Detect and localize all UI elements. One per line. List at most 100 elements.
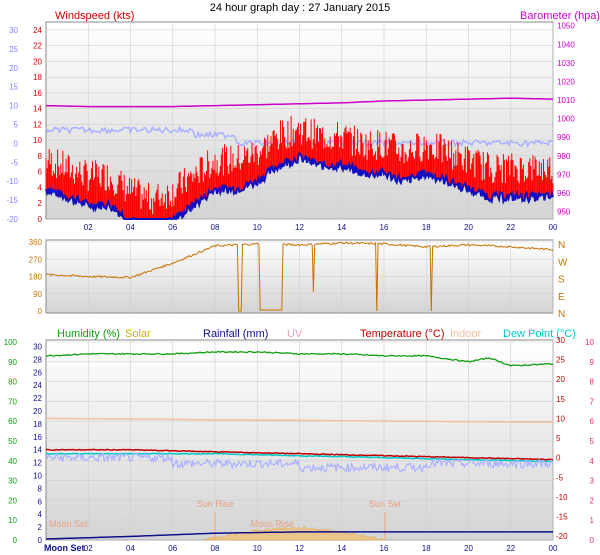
temp-tick-label: 0 — [556, 454, 561, 463]
x-tick-label: 12 — [295, 544, 304, 553]
wind-tick-label: 20 — [33, 57, 42, 66]
rain-tick-label: 0 — [38, 536, 43, 545]
humidity-tick-label: 30 — [8, 477, 17, 486]
x-tick-label: 22 — [506, 223, 515, 232]
compass-label: N — [558, 309, 565, 320]
x-tick-label: 18 — [422, 544, 431, 553]
baro-tick-label: 970 — [557, 170, 571, 179]
moonrise-label: Moon Rise — [250, 519, 293, 529]
humidity-tick-label: 50 — [8, 437, 17, 446]
wind-tick-label: 6 — [38, 168, 43, 177]
wind-tick-label: 24 — [33, 26, 42, 35]
panel2-left-axis: 360 270 180 90 0 — [29, 238, 43, 316]
rain-tick-label: 26 — [33, 368, 42, 377]
humidity-tick-label: 80 — [8, 378, 17, 387]
humidity-line — [45, 350, 554, 367]
humidity-tick-label: 40 — [8, 457, 17, 466]
compass-label: N — [558, 240, 565, 251]
temp-tick-label: 5 — [14, 121, 19, 130]
uv-tick-label: 1 — [590, 516, 595, 525]
compass-label: W — [558, 257, 568, 268]
rainfall-line — [45, 531, 553, 540]
temp-tick-label: 30 — [9, 26, 18, 35]
dir-tick-label: 90 — [33, 290, 42, 299]
rain-tick-label: 22 — [33, 394, 42, 403]
wind-tick-label: 18 — [33, 73, 42, 82]
uv-tick-label: 2 — [590, 496, 595, 505]
baro-tick-label: 980 — [557, 152, 571, 161]
solar-label: Solar — [125, 328, 151, 340]
x-tick-label: 10 — [253, 544, 262, 553]
sunset-label: Sun Set — [369, 499, 402, 509]
x-tick-label: 04 — [126, 544, 135, 553]
rain-tick-label: 14 — [33, 446, 42, 455]
dewpoint-label: Dew Point (°C) — [503, 328, 576, 340]
baro-tick-label: 1020 — [557, 77, 575, 86]
humidity-tick-label: 90 — [8, 358, 17, 367]
panel1-left-outer-axis: 30 25 20 15 10 5 0 -5 -10 -15 -20 — [6, 26, 18, 224]
moonset-axis-label: Moon Set — [44, 543, 85, 553]
indoor-line — [46, 417, 554, 424]
baro-tick-label: 990 — [557, 133, 571, 142]
compass-label: S — [558, 275, 565, 286]
direction-line — [45, 241, 554, 312]
uv-tick-label: 10 — [585, 338, 594, 347]
sunrise-label: Sun Rise — [197, 499, 234, 509]
temp-tick-label: -10 — [6, 177, 18, 186]
temp-tick-label: 10 — [556, 414, 565, 423]
wind-tick-label: 12 — [33, 120, 42, 129]
rain-tick-label: 8 — [38, 484, 43, 493]
baro-tick-label: 960 — [557, 189, 571, 198]
dir-tick-label: 0 — [38, 307, 43, 316]
baro-tick-label: 950 — [557, 208, 571, 217]
temp-tick-label: 25 — [9, 45, 18, 54]
chart-title: 24 hour graph day : 27 January 2015 — [210, 2, 390, 14]
rain-tick-label: 18 — [33, 420, 42, 429]
temp-range-noise-line — [45, 451, 554, 473]
uv-tick-label: 3 — [590, 477, 595, 486]
x-tick-label: 06 — [168, 223, 177, 232]
temp-tick-label: 5 — [556, 434, 561, 443]
temp-tick-label: 20 — [9, 64, 18, 73]
x-tick-label: 16 — [380, 223, 389, 232]
temperature-line — [45, 448, 554, 461]
temp-tick-label: 0 — [14, 139, 19, 148]
x-tick-label: 20 — [464, 544, 473, 553]
x-tick-label: 00 — [549, 544, 558, 553]
temp-tick-label: 25 — [556, 356, 565, 365]
panel1-grid — [46, 22, 554, 220]
x-tick-label: 20 — [464, 223, 473, 232]
barometer-label: Barometer (hpa) — [520, 10, 600, 22]
x-tick-label: 14 — [337, 544, 346, 553]
wind-tick-label: 0 — [38, 215, 43, 224]
dir-tick-label: 270 — [29, 255, 43, 264]
indoor-label: Indoor — [450, 328, 482, 340]
temp-tick-label: -20 — [6, 215, 18, 224]
dir-tick-label: 180 — [29, 273, 43, 282]
rain-tick-label: 24 — [33, 381, 42, 390]
baro-tick-label: 1030 — [557, 59, 575, 68]
temp-tick-label: -10 — [556, 493, 568, 502]
rain-tick-label: 20 — [33, 407, 42, 416]
panel3-x-ticks: 02 04 06 08 10 12 14 16 18 20 22 00 — [84, 544, 558, 553]
wind-tick-label: 4 — [38, 183, 43, 192]
wind-tick-label: 14 — [33, 105, 42, 114]
humidity-tick-label: 60 — [8, 417, 17, 426]
wind-baro-panel: Windspeed (kts) Barometer (hpa) 30252015… — [6, 10, 600, 232]
x-tick-label: 22 — [506, 544, 515, 553]
panel2-grid — [46, 240, 554, 313]
baro-tick-label: 1010 — [557, 96, 575, 105]
barometer-line — [45, 97, 553, 108]
avg-wind-line — [45, 151, 554, 221]
x-tick-label: 00 — [549, 223, 558, 232]
temp-humidity-panel: Humidity (%) Solar Rainfall (mm) UV Temp… — [4, 328, 595, 553]
baro-tick-label: 1040 — [557, 40, 575, 49]
windspeed-label: Windspeed (kts) — [55, 10, 134, 22]
temp-tick-label: 15 — [556, 395, 565, 404]
uv-tick-label: 8 — [590, 378, 595, 387]
